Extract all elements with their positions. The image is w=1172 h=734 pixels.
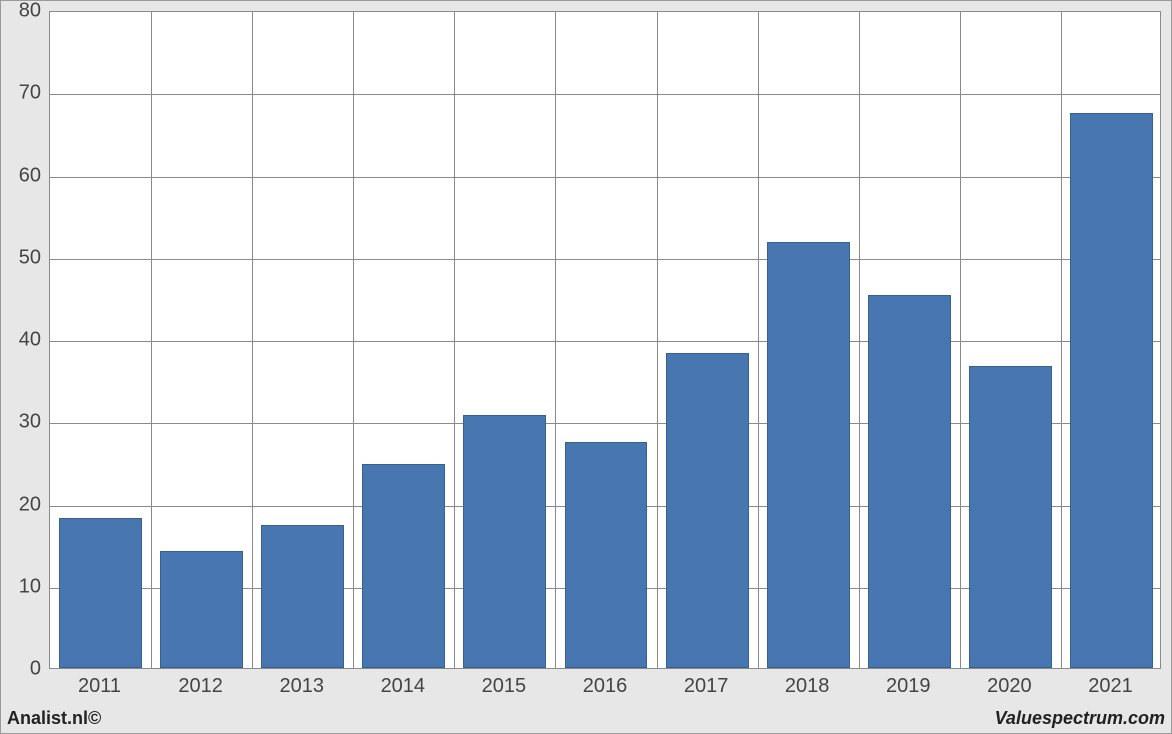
x-tick-label: 2011 <box>78 675 121 698</box>
y-tick-label: 50 <box>1 246 41 269</box>
y-tick-label: 70 <box>1 82 41 105</box>
footer-right-credit: Valuespectrum.com <box>995 708 1165 729</box>
x-tick-label: 2020 <box>987 675 1032 698</box>
plot-area <box>49 11 1161 669</box>
x-tick-label: 2015 <box>482 675 527 698</box>
gridline-v <box>960 12 961 668</box>
gridline-h <box>50 94 1160 95</box>
x-tick-label: 2017 <box>684 675 729 698</box>
footer-left-credit: Analist.nl© <box>7 708 101 729</box>
gridline-v <box>454 12 455 668</box>
y-tick-label: 60 <box>1 164 41 187</box>
gridline-h <box>50 259 1160 260</box>
bar <box>59 518 142 668</box>
gridline-v <box>555 12 556 668</box>
y-tick-label: 30 <box>1 411 41 434</box>
y-tick-label: 10 <box>1 575 41 598</box>
gridline-h <box>50 177 1160 178</box>
y-tick-label: 0 <box>1 658 41 681</box>
x-tick-label: 2013 <box>279 675 324 698</box>
bar <box>969 366 1052 668</box>
bar <box>868 295 951 668</box>
y-tick-label: 40 <box>1 329 41 352</box>
gridline-v <box>758 12 759 668</box>
x-tick-label: 2012 <box>178 675 223 698</box>
bar <box>666 353 749 668</box>
bar <box>565 442 648 668</box>
gridline-v <box>252 12 253 668</box>
y-tick-label: 20 <box>1 493 41 516</box>
bar <box>261 525 344 668</box>
bar <box>1070 113 1153 668</box>
bar <box>362 464 445 668</box>
gridline-v <box>657 12 658 668</box>
gridline-h <box>50 341 1160 342</box>
gridline-v <box>1061 12 1062 668</box>
gridline-v <box>353 12 354 668</box>
chart-container: 0 10 20 30 40 50 60 70 80 2011 2012 2013 2014 2015 20… <box>0 0 1172 734</box>
bar <box>463 415 546 668</box>
x-tick-label: 2018 <box>785 675 830 698</box>
x-tick-label: 2019 <box>886 675 931 698</box>
gridline-v <box>859 12 860 668</box>
x-tick-label: 2021 <box>1088 675 1133 698</box>
bar <box>160 551 243 668</box>
gridline-v <box>151 12 152 668</box>
bar <box>767 242 850 668</box>
x-tick-label: 2016 <box>583 675 628 698</box>
y-tick-label: 80 <box>1 0 41 23</box>
x-tick-label: 2014 <box>381 675 426 698</box>
